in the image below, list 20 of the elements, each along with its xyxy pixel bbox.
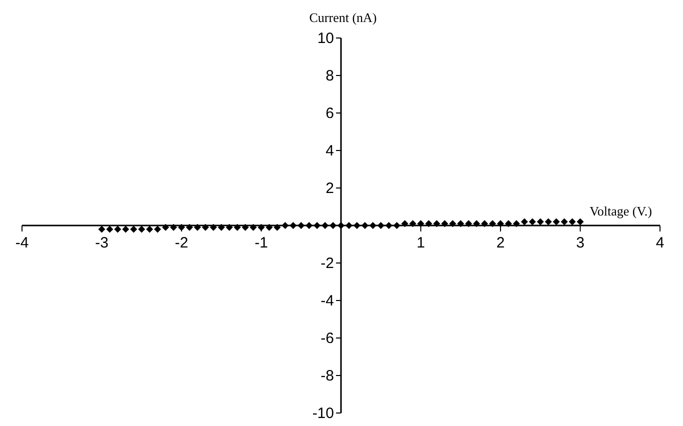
x-tick-label: 3 — [576, 234, 584, 252]
y-tick-label: -2 — [320, 255, 334, 272]
x-tick-label: -1 — [254, 234, 268, 252]
y-tick-label: -8 — [320, 368, 334, 384]
x-axis-title: Voltage (V.) — [590, 204, 652, 218]
y-tick-label: 6 — [326, 105, 334, 122]
x-tick-label: -2 — [174, 234, 188, 252]
y-tick-label: -4 — [320, 292, 334, 310]
y-tick-label: -6 — [320, 330, 334, 347]
x-tick-label: 1 — [416, 234, 425, 252]
y-tick-label: -10 — [312, 405, 334, 422]
y-tick-label: 10 — [317, 30, 334, 47]
x-tick-label: 2 — [496, 234, 505, 252]
y-axis-title: Current (nA) — [309, 10, 377, 25]
y-tick-label: 4 — [326, 142, 334, 160]
y-tick-label: 2 — [326, 180, 334, 197]
x-tick-label: -3 — [95, 234, 108, 252]
x-tick-label: -4 — [15, 234, 29, 252]
y-tick-label: 8 — [326, 68, 334, 84]
x-tick-label: 4 — [656, 234, 664, 252]
